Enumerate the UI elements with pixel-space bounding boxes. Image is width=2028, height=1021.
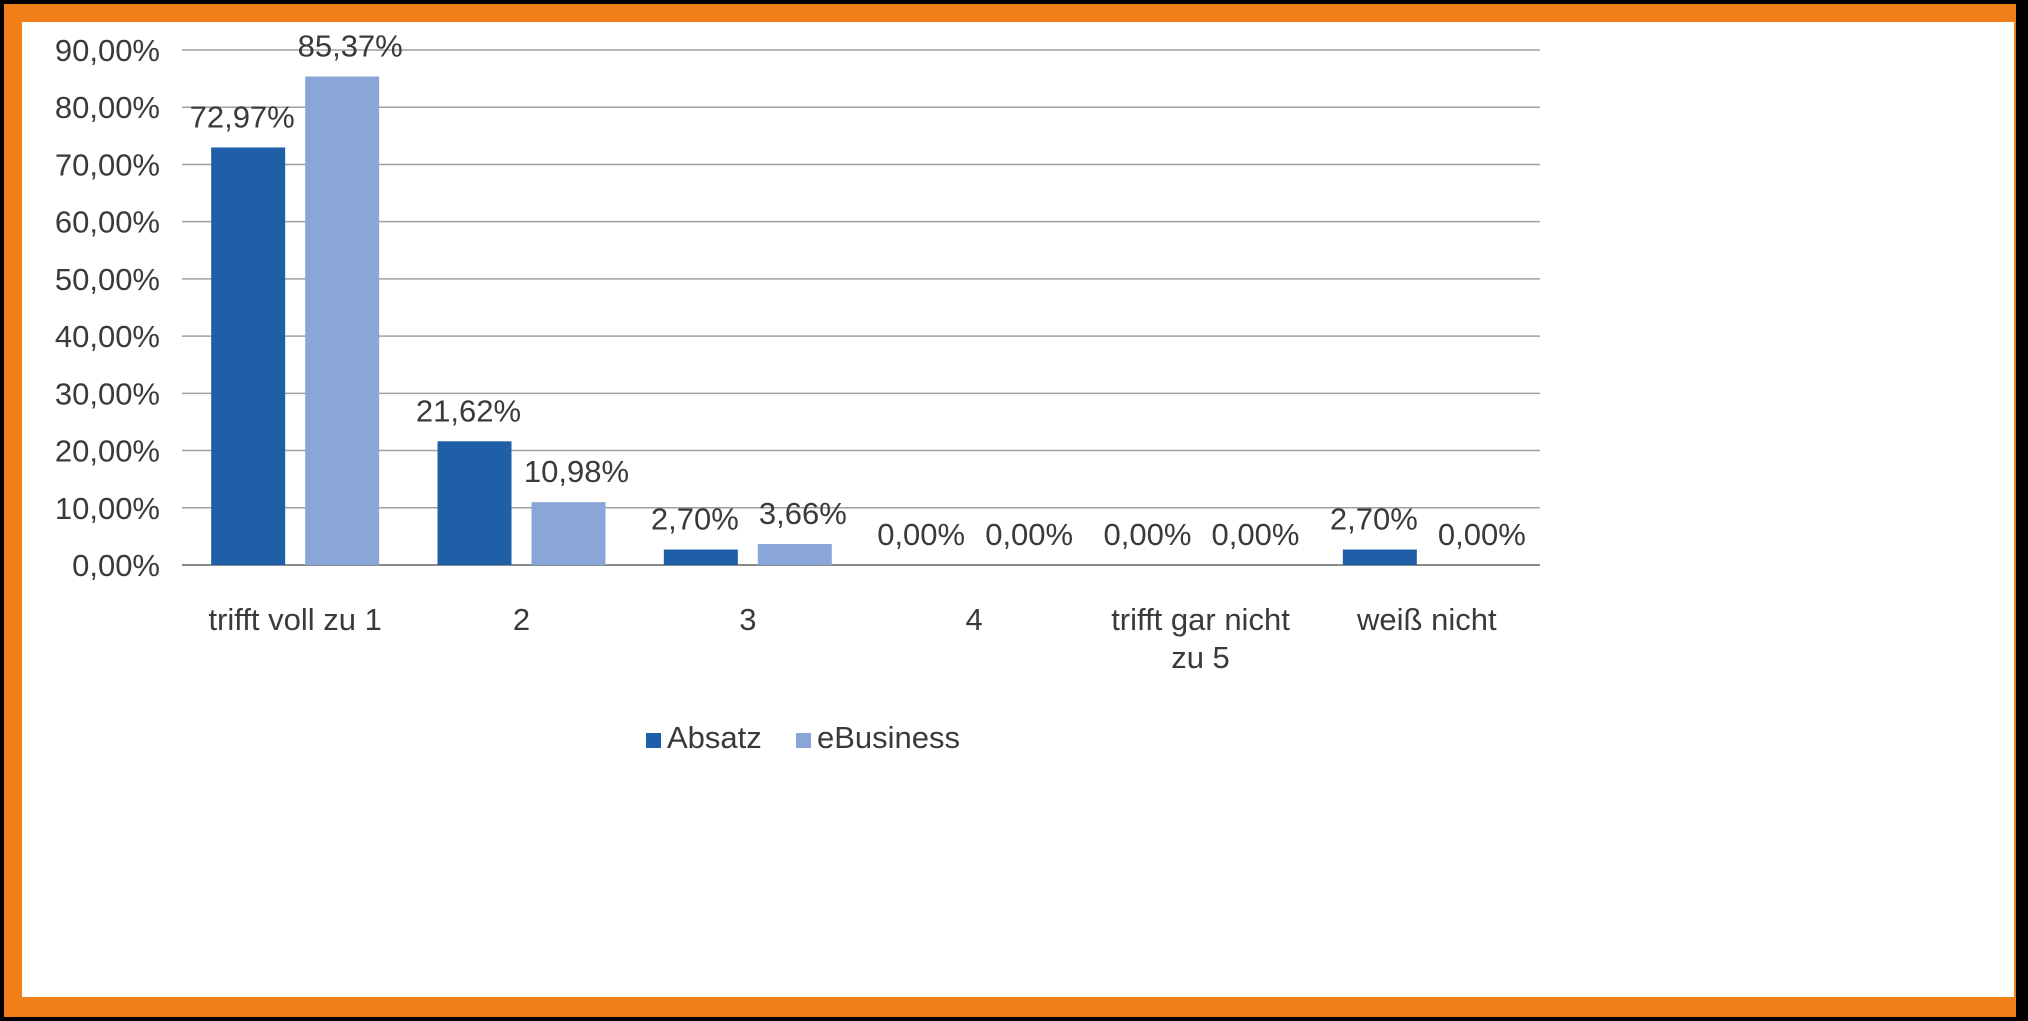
data-label: 10,98% [524,454,629,489]
chart-area: 0,00% 10,00% 20,00% 30,00% 40,00% 50,00% 60,00… [22,22,2014,997]
data-label: 72,97% [190,99,295,134]
y-tick-label: 30,00% [55,376,160,411]
bar-ebusiness [757,544,832,565]
category-label: trifft gar nicht [1111,602,1290,637]
y-tick-label: 80,00% [55,90,160,125]
legend-label-absatz: Absatz [667,720,762,755]
data-label: 0,00% [877,517,965,552]
data-label: 0,00% [985,517,1073,552]
y-tick-label: 10,00% [55,491,160,526]
y-tick-label: 0,00% [72,548,160,583]
y-tick-label: 90,00% [55,33,160,68]
category-label: 2 [513,602,530,637]
y-tick-label: 20,00% [55,434,160,469]
data-label: 3,66% [759,496,847,531]
category-label: trifft voll zu 1 [208,602,381,637]
y-tick-label: 40,00% [55,319,160,354]
category-label: weiß nicht [1356,602,1497,637]
y-tick-label: 70,00% [55,147,160,182]
bar-absatz [663,549,738,565]
bar-absatz [437,441,512,565]
data-label: 21,62% [416,393,521,428]
bar-absatz [211,147,286,565]
y-tick-label: 50,00% [55,262,160,297]
y-tick-label: 60,00% [55,205,160,240]
data-label: 2,70% [651,502,739,537]
bar-chart: 0,00%10,00%20,00%30,00%40,00%50,00%60,00… [55,28,1540,755]
data-label: 0,00% [1212,517,1300,552]
data-label: 85,37% [298,28,403,63]
category-label: 4 [966,602,983,637]
data-label: 0,00% [1438,517,1526,552]
legend-swatch-absatz [646,733,661,748]
data-label: 2,70% [1330,502,1418,537]
bar-absatz [1342,549,1417,565]
legend-swatch-ebusiness [796,733,811,748]
bar-ebusiness [531,502,606,565]
category-label: zu 5 [1171,640,1230,675]
legend-label-ebusiness: eBusiness [817,720,960,755]
category-label: 3 [739,602,756,637]
bar-ebusiness [305,76,380,565]
data-label: 0,00% [1104,517,1192,552]
